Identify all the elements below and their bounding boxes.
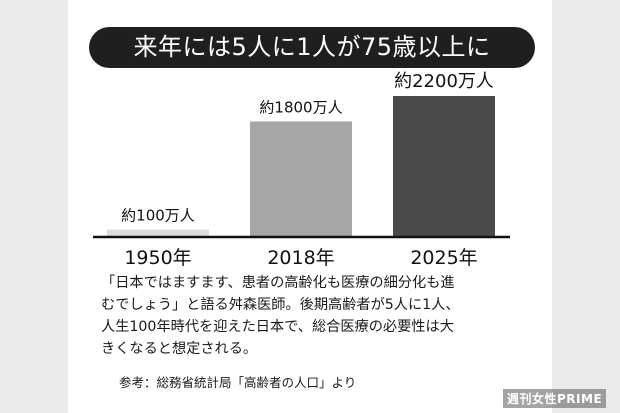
category-label: 1950年 [124, 247, 191, 269]
bar-value-label: 約2200万人 [394, 71, 494, 92]
bar-1 [107, 229, 209, 236]
chart-title: 来年には5人に1人が75歳以上に [89, 27, 535, 68]
caption: 「日本ではますます、患者の高齢化も医療の細分化も進 むでしょう」と語る舛森医師。… [101, 272, 531, 360]
category-label: 2018年 [267, 247, 334, 269]
publisher-watermark: 週刊女性PRIME [503, 389, 607, 408]
bar-3 [393, 96, 495, 236]
bar-chart: 約100万人 約1800万人 約2200万人 1950年 2018年 2025年 [93, 71, 510, 269]
caption-line: むでしょう」と語る舛森医師。後期高齢者が5人に1人、 [101, 297, 460, 313]
caption-line: 人生100年時代を迎えた日本で、総合医療の必要性は大 [101, 319, 454, 335]
caption-line: きくなると想定される。 [101, 341, 258, 357]
source-note: 参考：総務省統計局「高齢者の人口」より [119, 375, 357, 390]
bar-2 [250, 121, 352, 236]
bar-value-label: 約100万人 [121, 207, 195, 225]
caption-line: 「日本ではますます、患者の高齢化も医療の細分化も進 [101, 275, 455, 291]
category-label: 2025年 [410, 247, 477, 269]
bar-value-label: 約1800万人 [259, 98, 342, 116]
